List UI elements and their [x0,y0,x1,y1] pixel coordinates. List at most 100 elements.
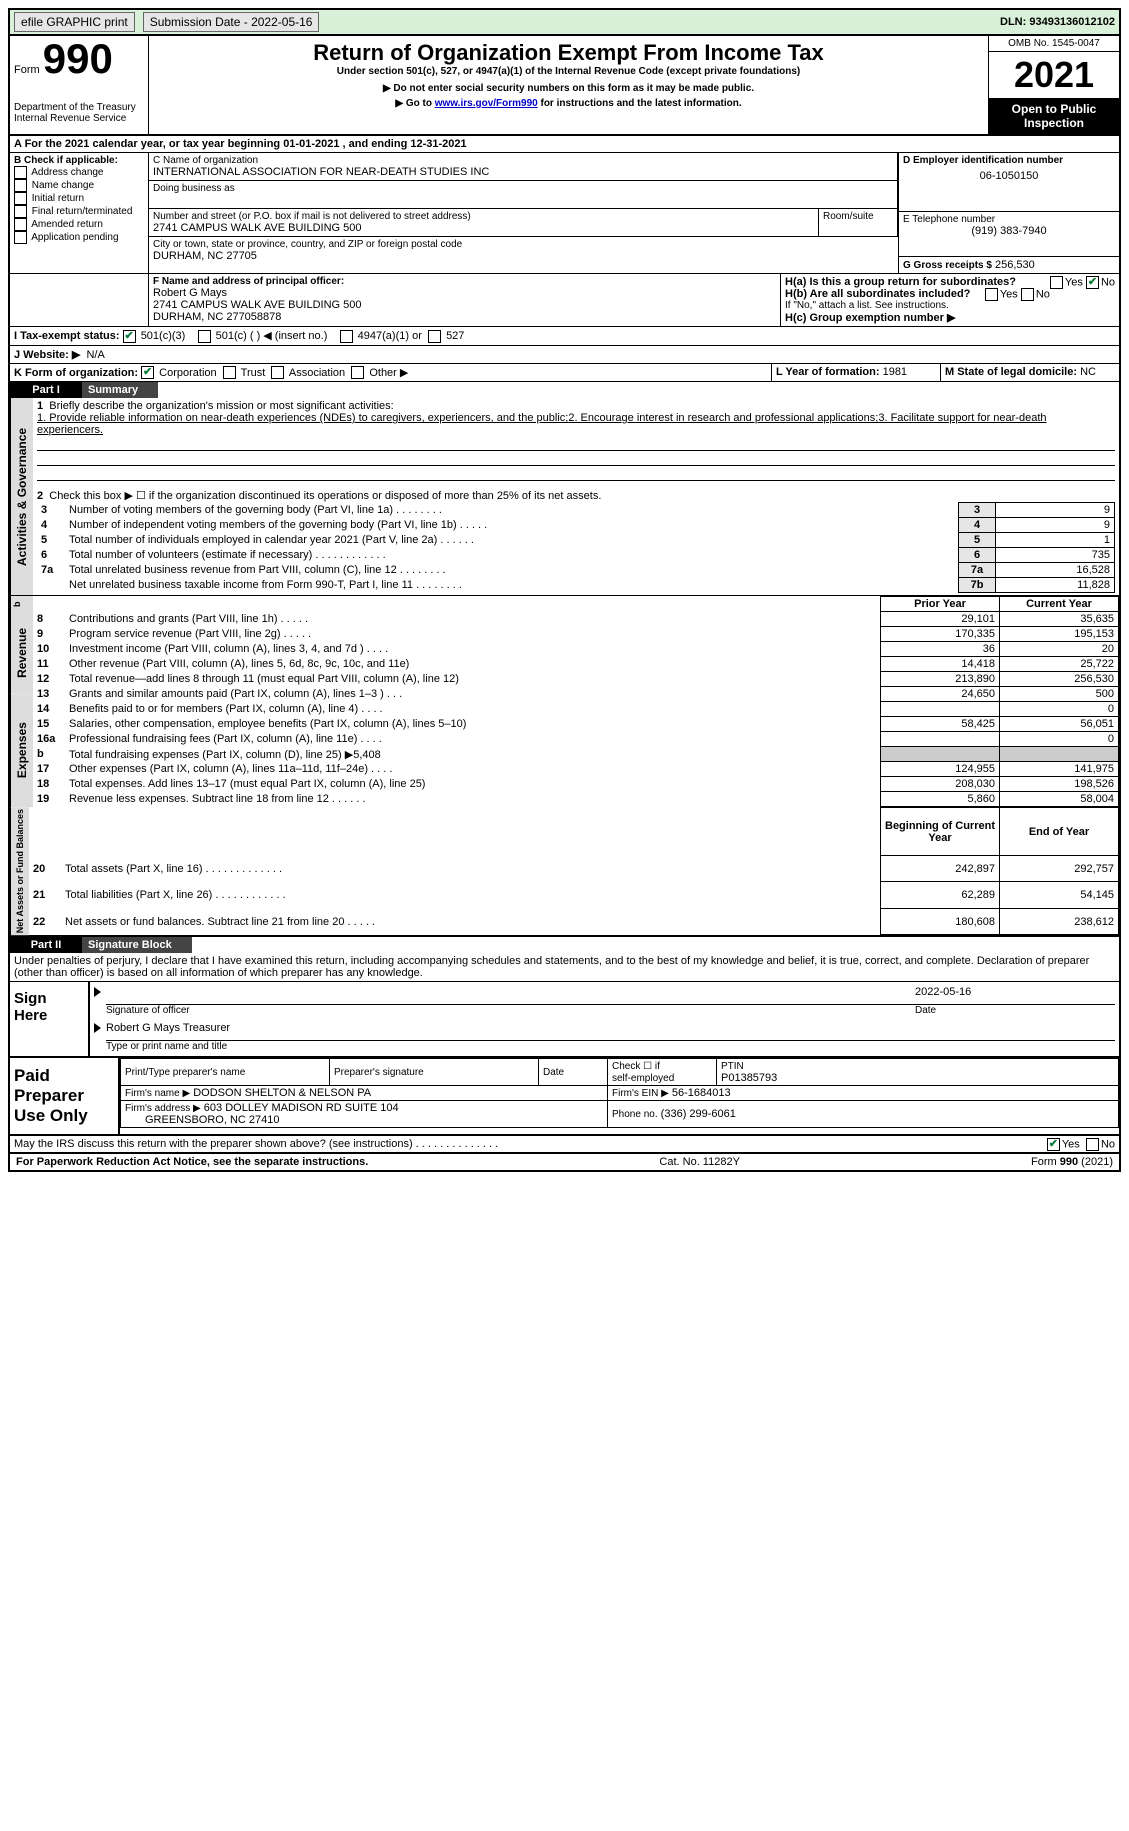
sign-here-label: Sign Here [10,982,90,1056]
b-opt-checkbox[interactable] [14,179,27,192]
city-label: City or town, state or province, country… [153,239,894,250]
open-public-box: Open to Public Inspection [989,98,1119,134]
discuss-row: May the IRS discuss this return with the… [10,1136,1119,1154]
q2: Check this box ▶ ☐ if the organization d… [49,490,601,502]
goto-note: ▶ Go to www.irs.gov/Form990 for instruct… [153,98,984,109]
q1: Briefly describe the organization's miss… [49,400,393,412]
form-footer: For Paperwork Reduction Act Notice, see … [10,1154,1119,1170]
firm-name-label: Firm's name ▶ [125,1088,190,1099]
l-label: L Year of formation: [776,366,880,378]
subtitle: Under section 501(c), 527, or 4947(a)(1)… [153,66,984,77]
side-net: Net Assets or Fund Balances [10,807,29,935]
org-address: 2741 CAMPUS WALK AVE BUILDING 500 [153,222,814,234]
b-opt-checkbox[interactable] [14,192,27,205]
firm-addr2: GREENSBORO, NC 27410 [125,1114,280,1126]
sig-date: 2022-05-16 [915,986,1115,1005]
side-activities: Activities & Governance [10,398,33,595]
org-name: INTERNATIONAL ASSOCIATION FOR NEAR-DEATH… [153,166,893,178]
form-title: Return of Organization Exempt From Incom… [153,40,984,66]
dba-label: Doing business as [153,183,893,194]
form-number: 990 [43,35,113,82]
sig-officer-label: Signature of officer [106,1005,915,1016]
b-opt-checkbox[interactable] [14,166,27,179]
type-print-label: Type or print name and title [106,1041,1115,1052]
dln-label: DLN: 93493136012102 [1000,16,1115,28]
501c3-checkbox[interactable] [123,330,136,343]
501c-checkbox[interactable] [198,330,211,343]
submission-date-button[interactable]: Submission Date - 2022-05-16 [143,12,320,32]
prep-sig-label: Preparer's signature [334,1067,424,1078]
b-opt-checkbox[interactable] [14,218,27,231]
hb-label: H(b) Are all subordinates included? [785,288,970,300]
firm-name: DODSON SHELTON & NELSON PA [193,1087,371,1099]
arrow-icon [94,987,101,997]
firm-ein-label: Firm's EIN ▶ [612,1088,669,1099]
section-b-to-g: B Check if applicable: Address change Na… [10,153,1119,274]
other-checkbox[interactable] [351,366,364,379]
irs-link[interactable]: www.irs.gov/Form990 [435,98,538,109]
revenue-expense-block: b Revenue Expenses Prior YearCurrent Yea… [10,596,1119,807]
paid-preparer-block: Paid Preparer Use Only Print/Type prepar… [10,1058,1119,1136]
form-header: Form 990 Department of the Treasury Inte… [10,36,1119,136]
irs-label: Internal Revenue Service [14,113,144,124]
tax-year: 2021 [989,52,1119,98]
ptin-label: PTIN [721,1061,744,1072]
ha-no-checkbox[interactable] [1086,276,1099,289]
part1-header: Part ISummary [10,382,1119,398]
g-label: G Gross receipts $ [903,260,992,271]
assoc-checkbox[interactable] [271,366,284,379]
j-label: J Website: ▶ [14,349,80,361]
i-label: I Tax-exempt status: [14,330,120,342]
hb-note: If "No," attach a list. See instructions… [785,300,1115,311]
net-assets-block: Net Assets or Fund Balances Beginning of… [10,807,1119,937]
discuss-yes-checkbox[interactable] [1047,1138,1060,1151]
firm-phone-label: Phone no. [612,1109,658,1120]
form-container: efile GRAPHIC print Submission Date - 20… [8,8,1121,1172]
gross-receipts: 256,530 [995,259,1035,271]
firm-addr1: 603 DOLLEY MADISON RD SUITE 104 [204,1102,399,1114]
state-domicile: NC [1080,366,1096,378]
b-opt-checkbox[interactable] [14,205,27,218]
4947-checkbox[interactable] [340,330,353,343]
summary-block: Activities & Governance 1 Briefly descri… [10,398,1119,596]
self-emp-check-label: Check ☐ if [612,1061,660,1072]
discuss-no-checkbox[interactable] [1086,1138,1099,1151]
side-revenue: Revenue [10,612,33,694]
mission-text: 1. Provide reliable information on near-… [37,412,1115,436]
b-label: B Check if applicable: [14,155,144,166]
dept-treasury: Department of the Treasury [14,102,144,113]
line-a: A For the 2021 calendar year, or tax yea… [10,136,1119,153]
org-city: DURHAM, NC 27705 [153,250,894,262]
c-name-label: C Name of organization [153,155,893,166]
sign-here-block: Sign Here Signature of officer 2022-05-1… [10,982,1119,1058]
addr-label: Number and street (or P.O. box if mail i… [153,211,814,222]
ptin-value: P01385793 [721,1072,777,1084]
officer-printed-name: Robert G Mays Treasurer [106,1022,1115,1041]
footer-left: For Paperwork Reduction Act Notice, see … [16,1156,368,1168]
corp-checkbox[interactable] [141,366,154,379]
k-label: K Form of organization: [14,367,138,379]
e-label: E Telephone number [903,214,1115,225]
efile-print-button[interactable]: efile GRAPHIC print [14,12,135,32]
ha-yes-checkbox[interactable] [1050,276,1063,289]
phone-value: (919) 383-7940 [903,225,1115,237]
ssn-note: ▶ Do not enter social security numbers o… [153,83,984,94]
prep-date-label: Date [543,1067,564,1078]
hc-label: H(c) Group exemption number ▶ [785,311,1115,324]
officer-city: DURHAM, NC 277058878 [153,311,776,323]
hb-no-checkbox[interactable] [1021,288,1034,301]
form-word: Form [14,64,40,76]
b-opt-checkbox[interactable] [14,231,27,244]
arrow-icon [94,1023,101,1033]
prep-name-label: Print/Type preparer's name [125,1067,245,1078]
d-label: D Employer identification number [903,155,1115,166]
trust-checkbox[interactable] [223,366,236,379]
part2-header: Part IISignature Block [10,937,1119,953]
f-label: F Name and address of principal officer: [153,276,776,287]
firm-ein: 56-1684013 [672,1087,731,1099]
527-checkbox[interactable] [428,330,441,343]
penalties-text: Under penalties of perjury, I declare th… [10,953,1119,982]
hb-yes-checkbox[interactable] [985,288,998,301]
firm-phone: (336) 299-6061 [661,1108,736,1120]
officer-addr: 2741 CAMPUS WALK AVE BUILDING 500 [153,299,776,311]
